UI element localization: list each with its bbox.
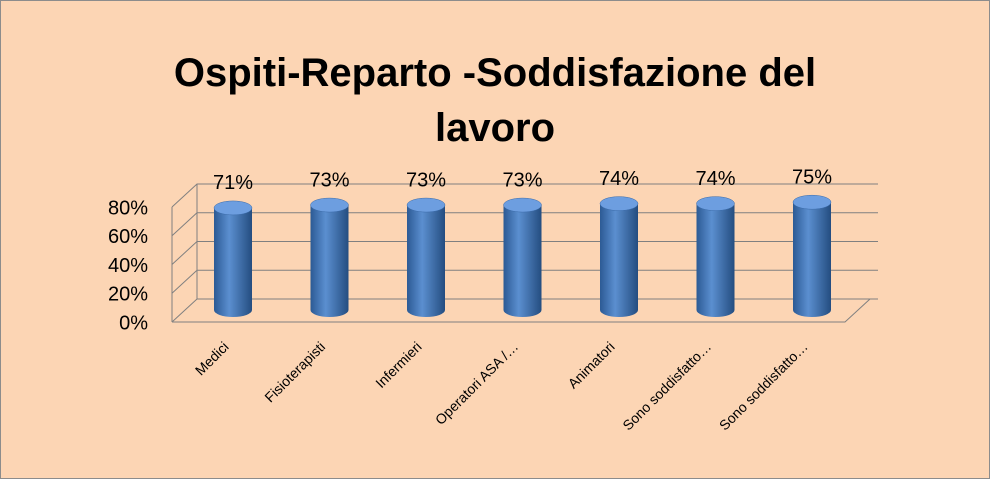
data-label: 71% — [213, 172, 253, 194]
grid-line — [171, 241, 878, 265]
data-label: 73% — [406, 169, 446, 191]
bar-top — [792, 194, 832, 210]
bar-top — [310, 197, 349, 213]
y-tick-label: 0% — [119, 312, 148, 334]
data-label: 73% — [309, 169, 349, 191]
bar — [310, 205, 349, 310]
data-label: 74% — [695, 168, 735, 190]
bar-top — [213, 200, 253, 216]
grid-line — [171, 183, 878, 208]
bar-top — [503, 197, 542, 213]
bar-top — [599, 196, 639, 211]
bar-top — [406, 197, 446, 213]
chart-title: Ospiti-Reparto -Soddisfazione del lavoro — [174, 51, 816, 150]
bar — [503, 205, 542, 310]
bar — [600, 203, 638, 310]
y-tick-label: 40% — [108, 255, 148, 277]
grid-line — [171, 298, 878, 323]
y-tick-label: 80% — [108, 197, 148, 219]
bar — [793, 202, 831, 310]
data-label: 73% — [502, 169, 542, 191]
y-tick-label: 20% — [108, 284, 148, 306]
floor-edge — [172, 298, 871, 323]
bar — [407, 205, 445, 310]
y-tick-label: 60% — [108, 226, 148, 248]
grid-line — [171, 269, 878, 294]
grid-line — [171, 212, 878, 237]
data-label: 74% — [599, 168, 639, 190]
bar — [696, 203, 735, 310]
bar — [214, 207, 252, 310]
bar-top — [696, 196, 735, 211]
data-label: 75% — [792, 166, 832, 188]
